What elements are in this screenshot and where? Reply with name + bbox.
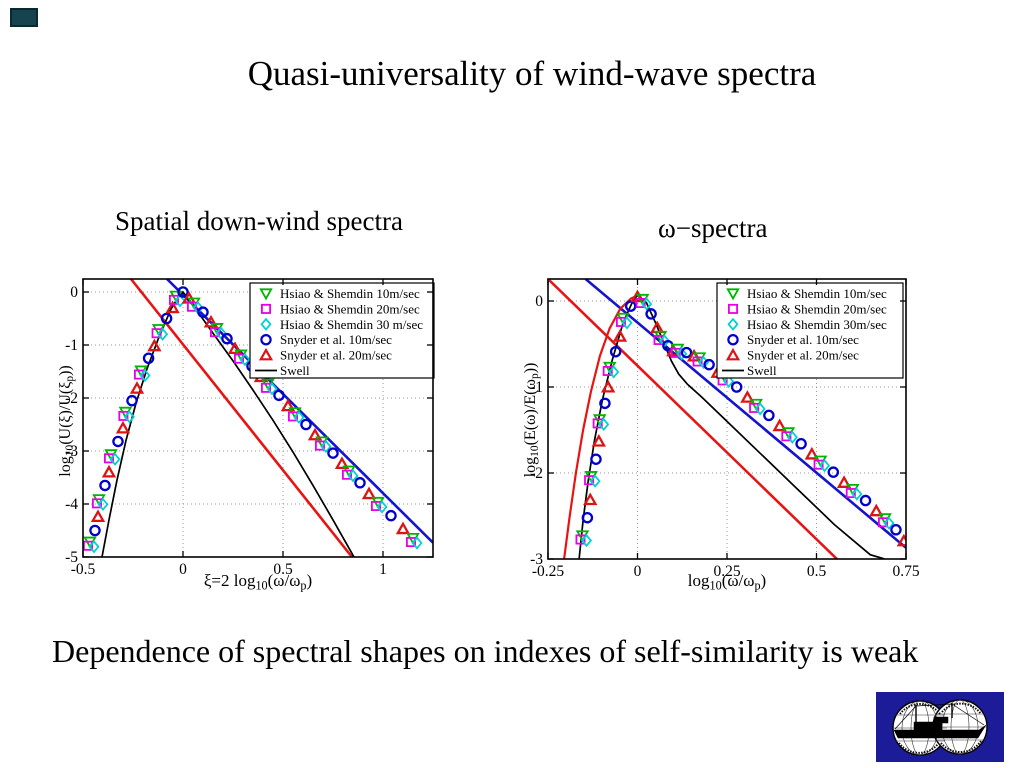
data-markers xyxy=(83,286,423,554)
legend-label: Hsiao & Shemdin 10m/sec xyxy=(280,286,420,301)
x-tick-label: 1 xyxy=(379,561,387,578)
y-tick-label: -2 xyxy=(65,390,78,407)
legend-label: Snyder et al. 20m/sec xyxy=(747,348,859,363)
line-reference-blue xyxy=(166,279,433,544)
tick-marks xyxy=(547,279,907,560)
x-axis-label: log10(ω/ωp) xyxy=(688,571,766,592)
line-reference-red xyxy=(548,279,838,559)
line-reference-red xyxy=(129,279,354,557)
x-tick-label: 0.75 xyxy=(892,563,919,580)
y-tick-label: -4 xyxy=(65,496,78,513)
ship-icon xyxy=(893,703,987,739)
x-tick-label: -0.25 xyxy=(532,563,565,580)
legend-label: Hsiao & Shemdin 30 m/sec xyxy=(280,317,423,332)
legend-label: Swell xyxy=(747,363,777,378)
y-tick-label: 0 xyxy=(70,284,78,301)
y-axis-label: log10(E(ω)/E(ωp)) xyxy=(522,363,541,478)
conclusion-caption: Dependence of spectral shapes on indexes… xyxy=(52,633,919,669)
legend-label: Snyder et al. 10m/sec xyxy=(747,332,859,347)
legend-label: Swell xyxy=(280,363,310,378)
slide-title: Quasi-universality of wind-wave spectra xyxy=(247,54,817,93)
x-tick-label: 0.25 xyxy=(713,563,740,580)
logo-microtext xyxy=(898,702,982,754)
plot-title-omega: ω−spectra xyxy=(658,213,768,243)
y-axis-label: log10(U(ξ)/U(ξp)) xyxy=(57,365,76,477)
x-axis-label: ξ=2 log10(ω/ωp) xyxy=(204,571,312,592)
legend-label: Hsiao & Shemdin 20m/sec xyxy=(280,301,420,316)
y-tick-label: 0 xyxy=(535,293,543,310)
x-tick-label: 0 xyxy=(179,561,187,578)
y-tick-label: -3 xyxy=(530,551,543,568)
tick-marks xyxy=(82,279,433,558)
y-tick-label: -2 xyxy=(530,465,543,482)
legend-label: Snyder et al. 10m/sec xyxy=(280,332,392,347)
plot-title-spatial: Spatial down-wind spectra xyxy=(115,206,403,236)
x-tick-label: 0 xyxy=(634,563,642,580)
legend-label: Hsiao & Shemdin 30m/sec xyxy=(747,317,887,332)
line-reference-blue xyxy=(584,279,906,549)
y-tick-label: -3 xyxy=(65,443,78,460)
x-tick-label: 0.5 xyxy=(807,563,827,580)
axes-box xyxy=(82,278,434,558)
legend-label: Snyder et al. 20m/sec xyxy=(280,348,392,363)
y-tick-label: -1 xyxy=(530,379,543,396)
data-markers xyxy=(575,289,906,548)
institute-logo xyxy=(876,692,1004,762)
y-tick-label: -5 xyxy=(65,549,78,566)
x-tick-label: -0.5 xyxy=(71,561,96,578)
legend-label: Hsiao & Shemdin 10m/sec xyxy=(747,286,887,301)
slide-corner-mark xyxy=(10,8,38,27)
y-tick-label: -1 xyxy=(65,337,78,354)
legend-label: Hsiao & Shemdin 20m/sec xyxy=(747,301,887,316)
x-tick-label: 0.5 xyxy=(273,561,293,578)
